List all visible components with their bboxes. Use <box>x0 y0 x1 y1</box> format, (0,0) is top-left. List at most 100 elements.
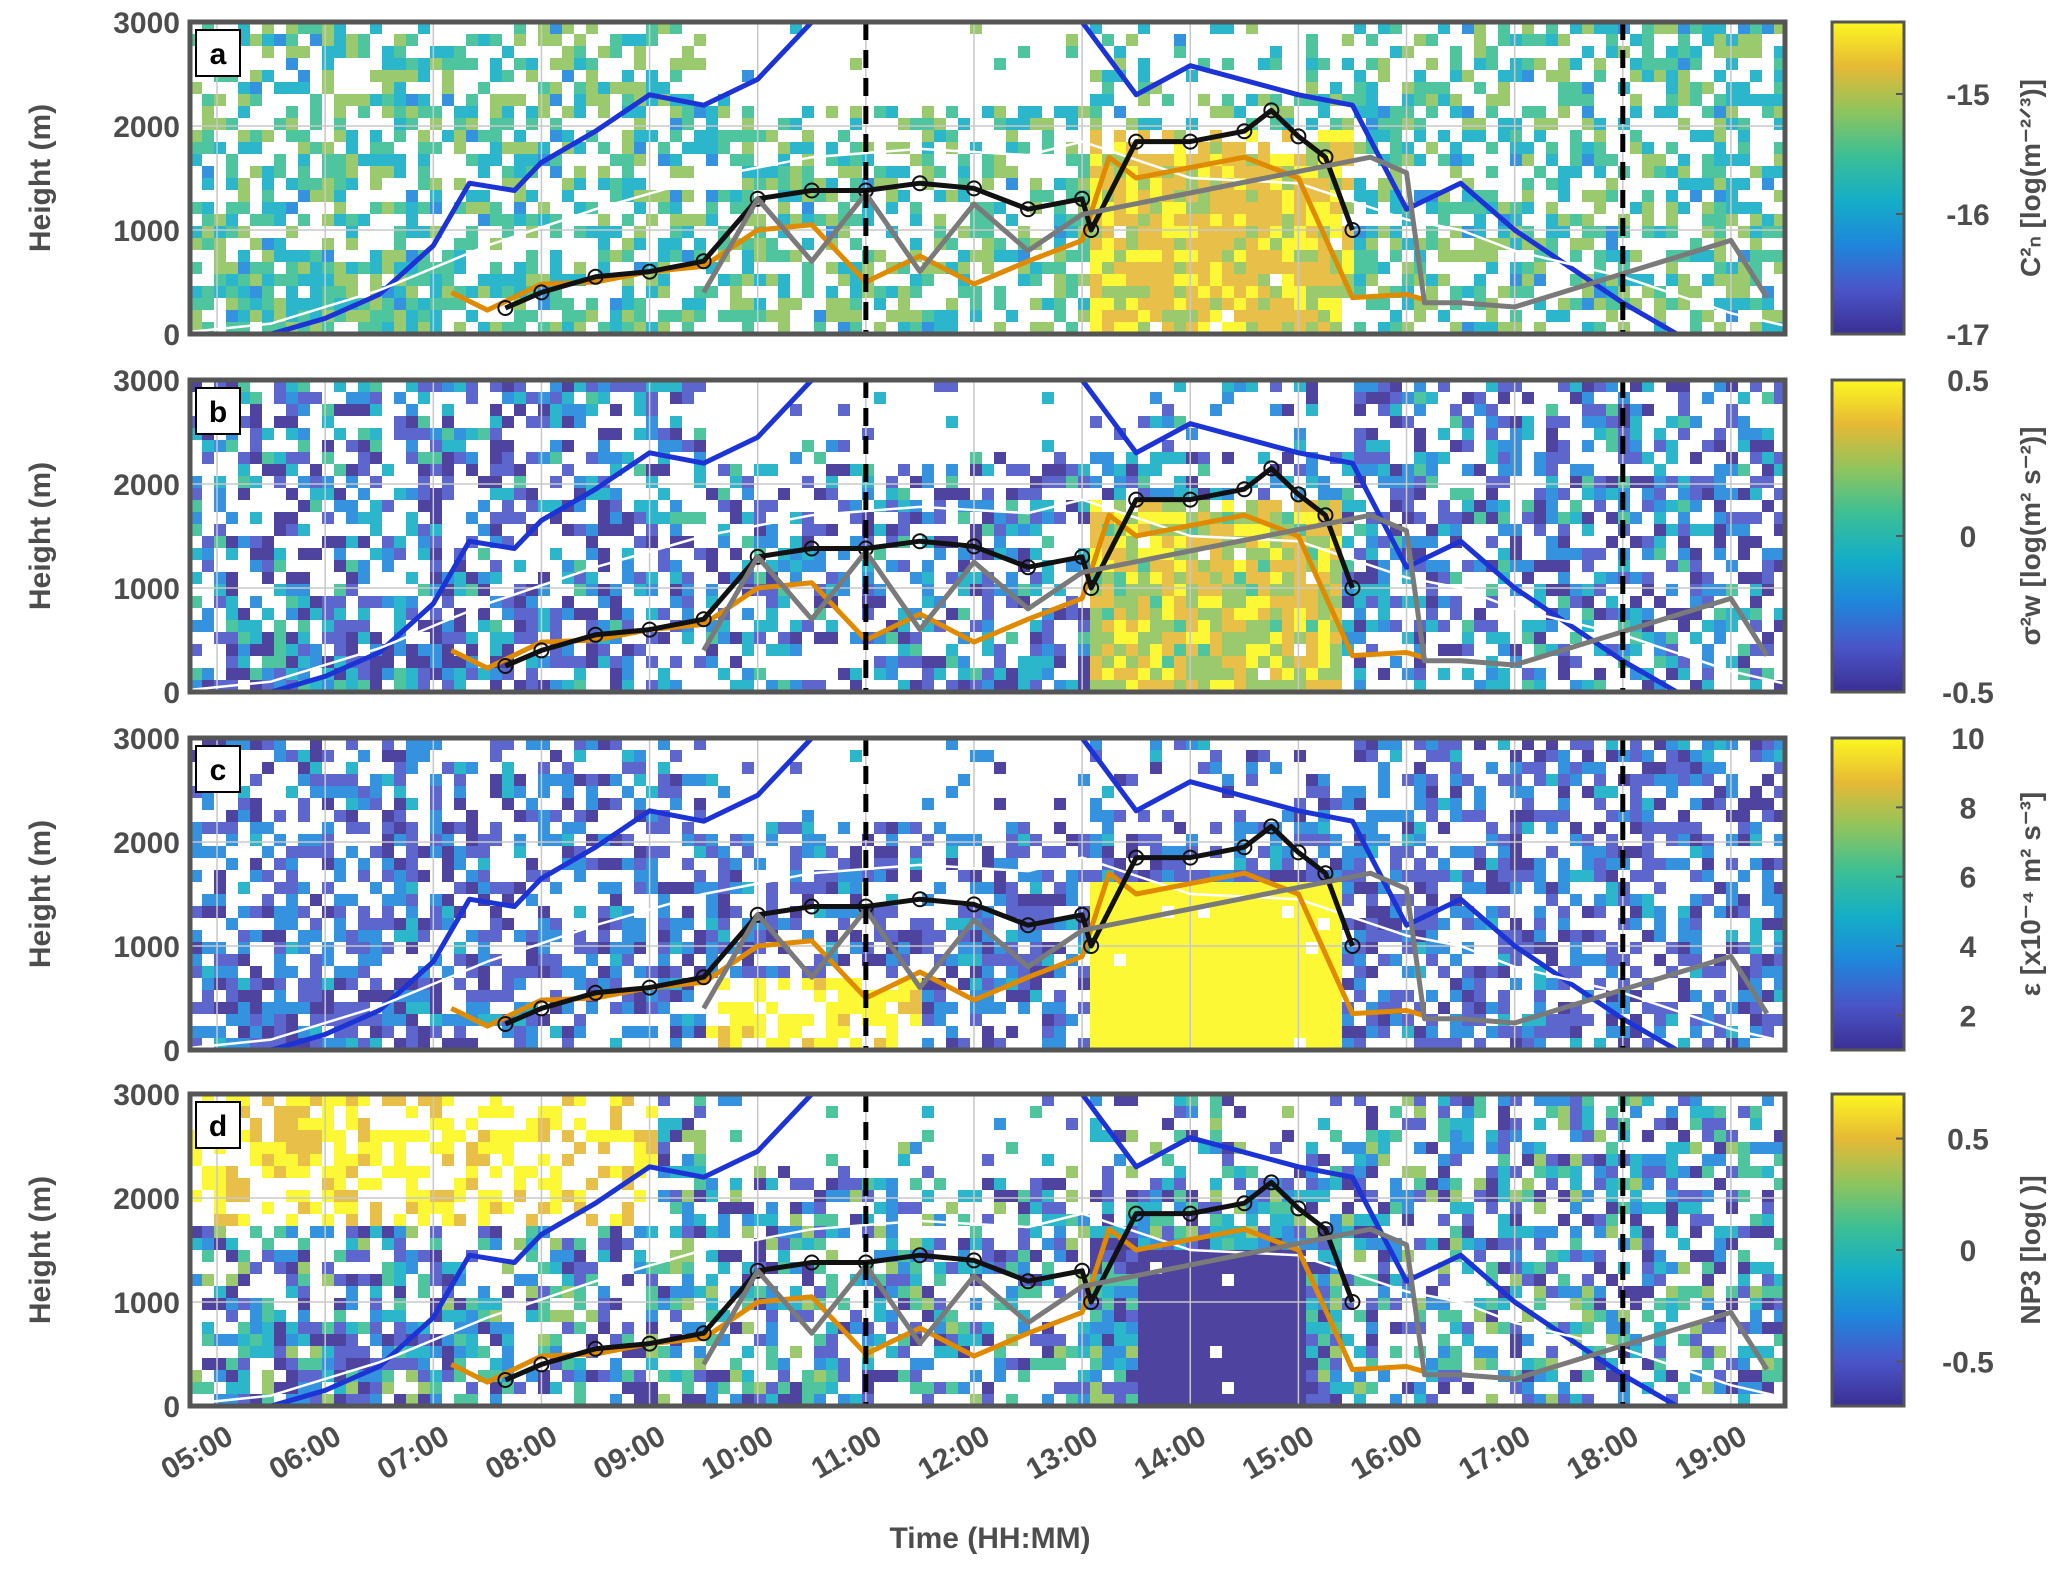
x-tick-label: 05:00 <box>156 1419 239 1486</box>
data-point <box>1074 906 1091 923</box>
x-tick-label: 08:00 <box>480 1419 563 1486</box>
data-point <box>965 538 982 555</box>
data-point <box>1182 133 1199 150</box>
data-point <box>497 1016 514 1032</box>
plot-frame <box>187 377 1788 695</box>
data-point <box>1020 1273 1037 1290</box>
colorbar-tick-label: -0.5 <box>1942 1346 1994 1379</box>
data-point <box>695 611 712 628</box>
data-point <box>641 979 658 996</box>
data-point <box>1344 580 1361 596</box>
y-tick-label: 2000 <box>113 1183 180 1216</box>
y-tick-label: 0 <box>163 319 180 352</box>
panel-d: 0 1000 2000 3000 Height (m) d 0.5 0 -0.5 NP3 [log… <box>24 1079 2046 1424</box>
data-point <box>965 1252 982 1269</box>
colorbar <box>1830 1092 1906 1408</box>
colorbar-tick-label: 10 <box>1951 723 1984 756</box>
data-point <box>1074 548 1091 565</box>
data-point <box>1263 818 1280 835</box>
y-axis-label: Height (m) <box>24 820 57 968</box>
data-point <box>965 180 982 197</box>
y-axis-label: Height (m) <box>24 1176 57 1324</box>
colorbar-label: σ²w [log(m² s⁻²)] <box>2015 427 2046 646</box>
data-point <box>1263 102 1280 119</box>
data-point <box>1290 128 1307 145</box>
data-point <box>533 1356 550 1373</box>
series-line <box>190 498 1785 692</box>
data-point <box>1236 1195 1253 1212</box>
data-point <box>1074 1262 1091 1279</box>
data-point <box>641 263 658 280</box>
series-line <box>450 154 1426 313</box>
colorbar-tick-label: 0.5 <box>1947 1124 1989 1157</box>
x-axis-label: Time (HH:MM) <box>889 1522 1090 1555</box>
series-line <box>504 465 1355 669</box>
colorbar-tick-label: -16 <box>1946 199 1989 232</box>
data-point <box>1083 938 1100 954</box>
series-line <box>190 140 1785 334</box>
colorbar-label: C²ₙ [log(m⁻²ᐟ³)] <box>2015 79 2046 277</box>
data-point <box>1083 580 1100 596</box>
data-point <box>533 284 550 301</box>
colorbar-label: ε [x10⁻⁴ m² s⁻³] <box>2015 792 2046 997</box>
y-tick-label: 1000 <box>113 931 180 964</box>
colorbar <box>1830 20 1906 336</box>
data-point <box>911 891 928 908</box>
data-point <box>641 621 658 638</box>
data-point <box>1083 222 1100 238</box>
plot-frame <box>187 735 1788 1053</box>
colorbar-tick-label: 6 <box>1960 862 1977 895</box>
heatmap-cells <box>190 22 1785 334</box>
y-tick-label: 2000 <box>113 469 180 502</box>
y-tick-label: 0 <box>163 677 180 710</box>
data-point <box>533 642 550 659</box>
data-point <box>1074 190 1091 207</box>
panel-letter: a <box>210 38 227 71</box>
data-point <box>1128 1205 1145 1222</box>
data-point <box>497 658 514 674</box>
x-tick-label: 10:00 <box>696 1419 779 1486</box>
data-point <box>695 969 712 986</box>
panel-letter-box <box>195 745 241 793</box>
panel-b: 0 1000 2000 3000 Height (m) b 0.5 0 -0.5 σ²w [log… <box>24 365 2046 710</box>
series-line <box>190 856 1785 1050</box>
colorbar-tick-label: 0.5 <box>1947 365 1989 398</box>
series-line <box>270 738 1679 1050</box>
plot-frame <box>187 1091 1788 1409</box>
data-point <box>1236 839 1253 856</box>
colorbar-tick-label: 0 <box>1960 521 1977 554</box>
y-tick-label: 0 <box>163 1035 180 1068</box>
y-tick-label: 1000 <box>113 215 180 248</box>
y-axis-label: Height (m) <box>24 462 57 610</box>
data-point <box>749 1262 766 1279</box>
plot-frame <box>187 19 1788 337</box>
series-line <box>504 823 1355 1027</box>
data-point <box>1236 481 1253 498</box>
x-tick-label: 16:00 <box>1345 1419 1428 1486</box>
x-tick-label: 14:00 <box>1129 1419 1212 1486</box>
data-point <box>1344 222 1361 238</box>
panel-c: 0 1000 2000 3000 Height (m) c 10 8 6 4 2 ε [x10⁻⁴ m… <box>24 723 2046 1068</box>
x-tick-label: 06:00 <box>264 1419 347 1486</box>
data-point <box>1236 123 1253 140</box>
data-point <box>911 533 928 550</box>
colorbar-tick-label: -17 <box>1946 319 1989 352</box>
data-point <box>1182 491 1199 508</box>
y-tick-label: 3000 <box>113 1079 180 1112</box>
series-line <box>270 1094 1679 1406</box>
y-tick-label: 3000 <box>113 723 180 756</box>
data-point <box>749 906 766 923</box>
x-tick-label: 09:00 <box>588 1419 671 1486</box>
x-tick-label: 07:00 <box>372 1419 455 1486</box>
series-line <box>701 1226 1770 1382</box>
x-tick-label: 18:00 <box>1561 1419 1644 1486</box>
data-point <box>803 540 820 557</box>
panel-letter: c <box>210 754 227 787</box>
y-tick-label: 0 <box>163 1391 180 1424</box>
series-line <box>450 512 1426 671</box>
x-axis: 05:00 06:00 07:00 08:00 09:00 10:00 11:00 12:00… <box>156 1419 1753 1486</box>
data-point <box>587 1340 604 1357</box>
series-line <box>701 512 1770 668</box>
